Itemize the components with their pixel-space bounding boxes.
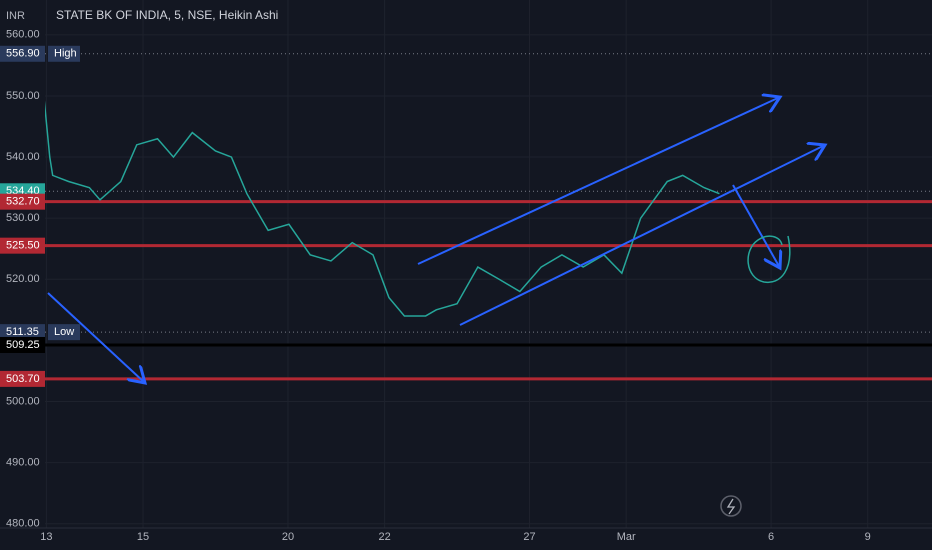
price-level-label: 525.50 <box>6 240 40 252</box>
x-tick-label: 6 <box>768 531 774 543</box>
price-level-tag <box>0 336 45 353</box>
price-level-tag <box>48 45 80 62</box>
x-tick-label: 27 <box>523 531 535 543</box>
y-tick-label: 520.00 <box>6 273 40 285</box>
currency: INR <box>6 10 25 22</box>
price-level-tag <box>0 45 45 62</box>
flash-icon <box>726 498 736 515</box>
price-level-tag <box>48 324 80 341</box>
arrow <box>417 97 780 265</box>
y-tick-label: 560.00 <box>6 29 40 41</box>
arrow <box>47 292 145 383</box>
y-tick-label: 490.00 <box>6 457 40 469</box>
levels <box>45 53 932 381</box>
flash-icon <box>720 495 742 517</box>
price-level-tag <box>0 370 45 387</box>
price-line <box>3 58 720 317</box>
arrow <box>732 184 780 268</box>
y-tick-label: 500.00 <box>6 395 40 407</box>
x-tick-label: 15 <box>137 531 149 543</box>
drawings <box>47 97 825 517</box>
price-level-label: 556.90 <box>6 48 40 60</box>
y-tick-label: 550.00 <box>6 90 40 102</box>
plot <box>3 58 720 317</box>
y-tick-label: 480.00 <box>6 518 40 530</box>
circle-annotation <box>747 235 791 284</box>
y-tick-label: 530.00 <box>6 212 40 224</box>
price-level-tag <box>0 193 45 210</box>
chart-title: STATE BK OF INDIA, 5, NSE, Heikin Ashi <box>56 8 278 22</box>
price-level-tag-label: Low <box>54 326 74 338</box>
price-level-label: 511.35 <box>6 326 39 338</box>
grid <box>45 0 932 528</box>
x-tick-label: 13 <box>40 531 52 543</box>
price-level-tag-label: High <box>54 48 77 60</box>
price-level-label: 532.70 <box>6 196 40 208</box>
price-level-tag <box>0 324 45 341</box>
y-tick-label: 540.00 <box>6 151 40 163</box>
labels: 480.00 490.00 500.00 520.00 530.00 540.00 550.… <box>0 29 871 543</box>
x-tick-label: Mar <box>617 531 636 543</box>
price-axis <box>0 0 45 528</box>
x-tick-label: 20 <box>282 531 294 543</box>
price-level-label: 509.25 <box>6 339 40 351</box>
price-level-label: 503.70 <box>6 373 40 385</box>
x-tick-label: 22 <box>378 531 390 543</box>
price-level-tag <box>0 237 45 254</box>
x-tick-label: 9 <box>865 531 871 543</box>
arrow <box>459 145 825 326</box>
